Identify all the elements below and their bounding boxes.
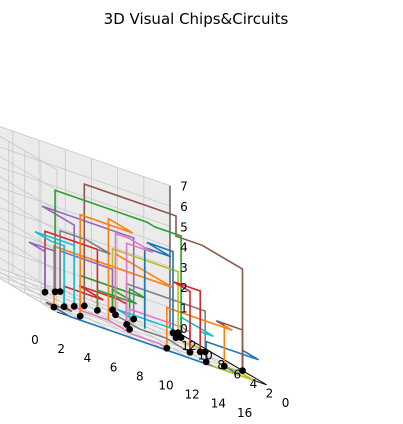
- gate-point: [174, 329, 182, 336]
- z-tick-label: 6: [180, 200, 188, 214]
- wire-line: [59, 229, 111, 292]
- gate-point: [186, 349, 194, 356]
- wire-line: [96, 288, 138, 311]
- gate-point: [172, 334, 180, 342]
- y-tick-label: 8: [217, 358, 225, 372]
- x-tick-label: 14: [211, 397, 226, 411]
- y-tick-label: 12: [181, 339, 196, 353]
- x-tick-label: 12: [185, 388, 200, 402]
- grid-line-z: [0, 126, 171, 187]
- gate-point: [60, 303, 68, 310]
- z-tick-label: 2: [180, 281, 188, 295]
- grid-line-y: [0, 276, 203, 348]
- gate-point: [112, 311, 119, 319]
- gate-markers: [41, 288, 246, 374]
- y-tick-label: 0: [282, 396, 290, 410]
- gate-point: [201, 348, 209, 356]
- x-tick-label: 10: [158, 379, 173, 393]
- grid-line-z: [0, 166, 171, 227]
- y-tick-label: 6: [233, 367, 241, 381]
- gate-point: [80, 302, 88, 310]
- gate-point: [169, 329, 177, 337]
- x-tick-label: 6: [110, 360, 118, 374]
- y-tick-label: 10: [197, 348, 212, 362]
- gate-point: [76, 312, 84, 320]
- gate-point: [50, 303, 58, 311]
- gate-point: [70, 302, 78, 310]
- x-tick-label: 16: [237, 406, 252, 420]
- grid-line-z: [0, 146, 171, 207]
- wire-line: [28, 241, 56, 293]
- wire-line: [173, 281, 201, 353]
- wire-line: [144, 241, 174, 333]
- chart-title: 3D Visual Chips&Circuits: [104, 10, 289, 28]
- z-tick-label: 7: [180, 180, 188, 194]
- y-axis-line: [169, 327, 267, 386]
- gate-point: [177, 334, 185, 341]
- wire-line: [54, 189, 182, 338]
- wire-line: [45, 301, 73, 313]
- z-tick-label: 0: [180, 322, 188, 336]
- gate-point: [109, 306, 116, 314]
- gate-point: [41, 288, 49, 296]
- gate-point: [123, 321, 130, 328]
- grid-line-z: [0, 207, 171, 268]
- gate-point: [163, 344, 171, 352]
- wire-line: [114, 232, 154, 325]
- wire-line: [83, 182, 244, 371]
- gate-point: [220, 362, 228, 370]
- wire-line: [166, 306, 233, 367]
- wire-line: [53, 306, 241, 377]
- gate-point: [130, 315, 138, 323]
- grid-line-z: [0, 268, 171, 329]
- gate-point: [56, 288, 64, 295]
- y-tick-label: 2: [266, 386, 274, 400]
- gate-point: [126, 326, 133, 333]
- gate-point: [51, 288, 59, 296]
- gate-point: [239, 367, 246, 374]
- gate-point: [202, 358, 210, 366]
- x-tick-label: 0: [31, 333, 39, 347]
- wire-line: [215, 320, 244, 371]
- z-tick-label: 4: [180, 241, 188, 255]
- z-tick-label: 5: [180, 220, 188, 234]
- y-tick-label: 4: [250, 377, 258, 391]
- gate-point: [94, 307, 101, 314]
- x-tick-label: 2: [57, 342, 65, 356]
- z-tick-label: 1: [180, 302, 188, 316]
- gate-point: [196, 348, 204, 356]
- wire-line: [205, 361, 254, 382]
- x-tick-label: 4: [84, 351, 92, 365]
- wire-line: [34, 230, 75, 307]
- z-tick-label: 3: [180, 261, 188, 275]
- x-tick-label: 8: [136, 369, 144, 383]
